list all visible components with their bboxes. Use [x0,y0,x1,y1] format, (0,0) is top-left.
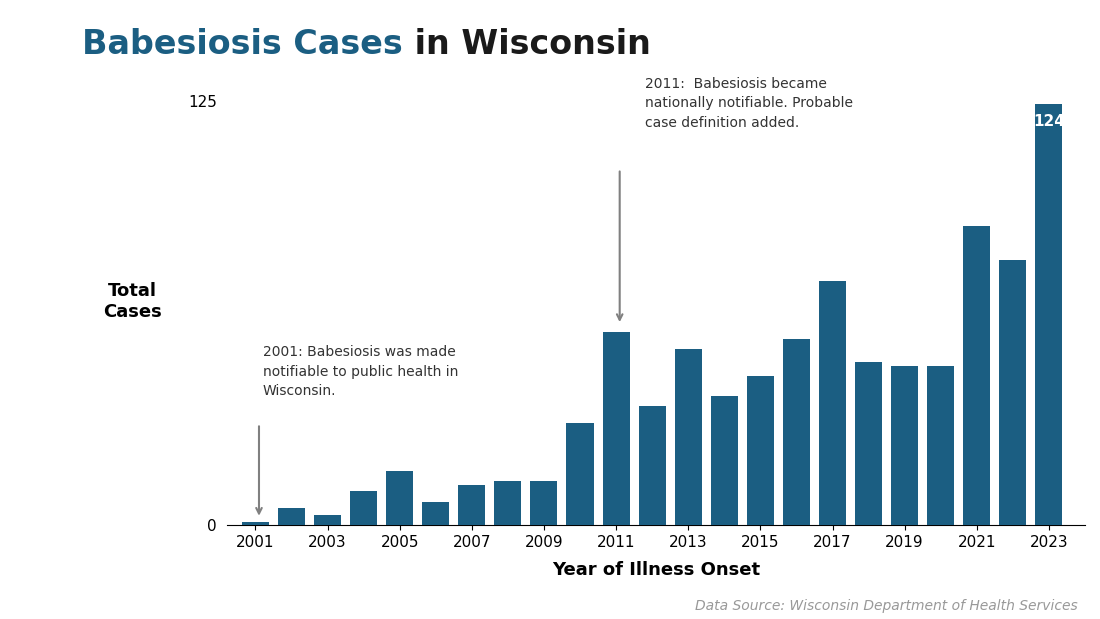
Text: in Wisconsin: in Wisconsin [404,28,651,61]
Text: 124: 124 [1033,115,1065,129]
Bar [783,339,810,526]
Bar [494,481,521,526]
Bar [711,396,738,526]
Bar [350,491,377,526]
Bar [1035,104,1063,526]
Text: 2001: Babesiosis was made
notifiable to public health in
Wisconsin.: 2001: Babesiosis was made notifiable to … [263,345,458,398]
X-axis label: Year of Illness Onset: Year of Illness Onset [552,561,760,579]
Bar [820,281,846,526]
Bar [747,376,774,526]
Bar [927,366,954,526]
Bar [674,348,702,526]
Bar [566,423,594,526]
Text: 2011:  Babesiosis became
nationally notifiable. Probable
case definition added.: 2011: Babesiosis became nationally notif… [645,77,852,130]
Bar [999,261,1026,526]
Text: Babesiosis Cases: Babesiosis Cases [82,28,404,61]
Bar [242,522,268,526]
Bar [855,362,882,526]
Bar [603,332,629,526]
Bar [530,481,558,526]
Bar [386,471,414,526]
Bar [891,366,918,526]
Text: Data Source: Wisconsin Department of Health Services: Data Source: Wisconsin Department of Hea… [695,599,1078,613]
Bar [459,485,485,526]
Bar [314,515,341,526]
Bar [639,407,665,526]
Y-axis label: Total
Cases: Total Cases [103,282,162,321]
Bar [422,501,449,526]
Bar [278,508,305,526]
Bar [964,227,990,526]
